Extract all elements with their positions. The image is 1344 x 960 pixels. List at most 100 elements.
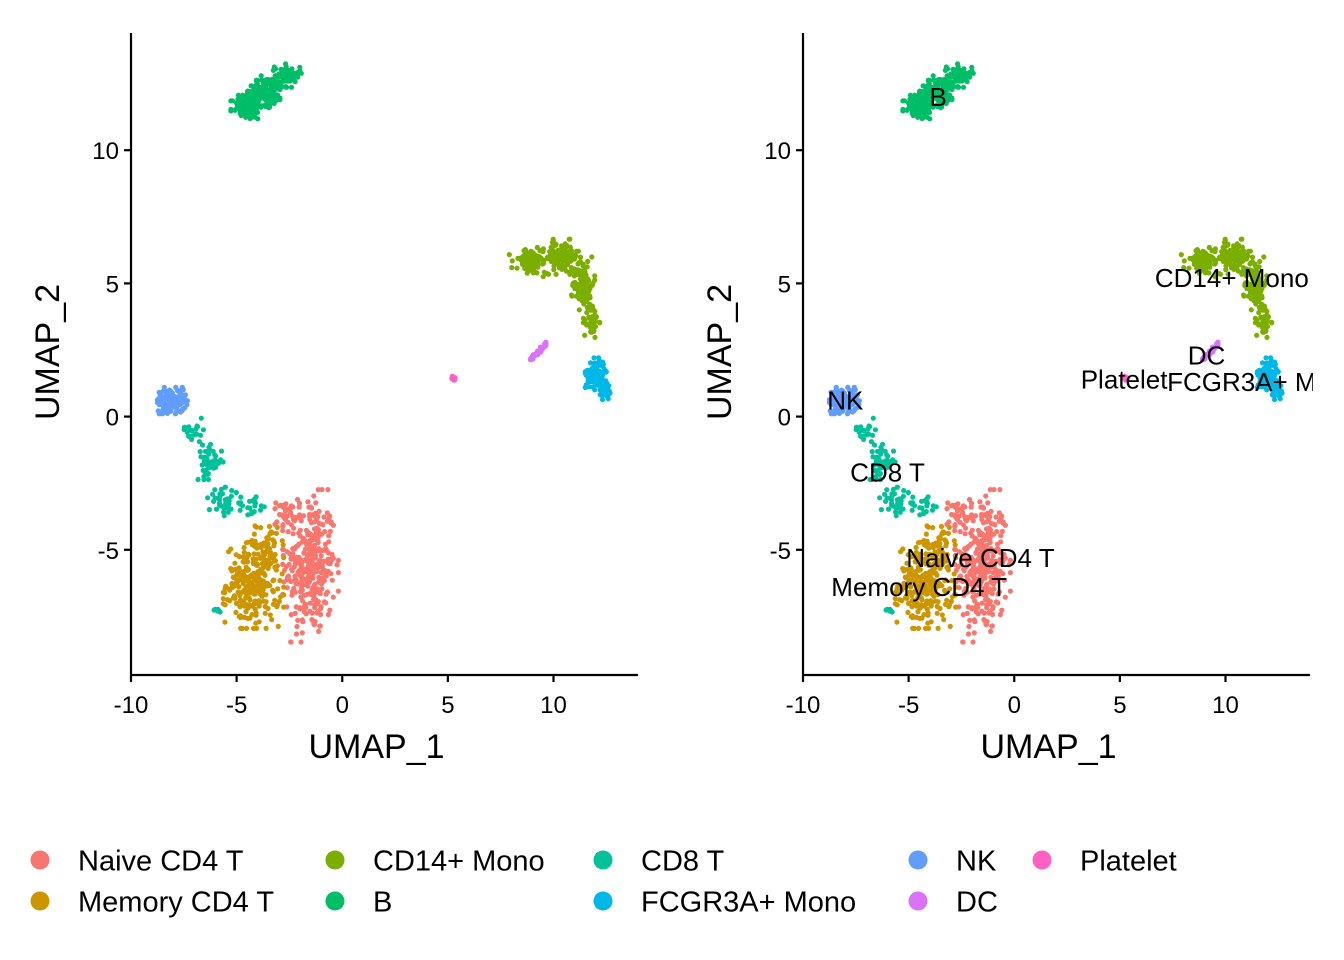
data-point [592,387,598,393]
data-point [290,551,296,557]
data-point [962,504,968,510]
data-point [312,552,318,558]
data-point [218,503,224,509]
data-point [568,292,575,298]
data-point [867,476,873,483]
data-point [180,406,186,412]
data-point [265,564,271,570]
data-point [247,114,253,120]
data-point [234,572,240,578]
data-point [973,536,979,542]
data-point [580,315,587,321]
data-point [912,92,918,98]
data-point [900,108,906,114]
data-point [173,399,179,405]
data-point [279,538,285,544]
data-point [984,605,990,611]
data-point [257,87,263,93]
data-point [321,599,327,605]
data-point [259,561,265,567]
data-point [261,504,267,510]
data-point [870,415,876,421]
data-point [933,504,939,510]
data-point [868,439,875,445]
data-point [915,114,921,120]
data-point [905,600,912,607]
data-point [327,607,333,613]
data-point [955,61,961,67]
data-point [884,495,890,501]
data-point [162,405,168,411]
data-point [955,508,961,514]
data-point [571,280,577,286]
data-point [568,265,575,271]
data-point [932,565,938,571]
data-point [283,501,289,507]
data-point [987,487,993,493]
data-point [306,580,312,586]
data-point [1243,280,1249,286]
data-point [584,367,590,373]
data-point [238,625,244,632]
data-point [276,71,282,77]
legend-item: Naive CD4 T [30,846,244,878]
data-point [290,77,296,83]
data-point [291,516,297,522]
data-point [986,529,993,535]
data-point [308,591,314,597]
data-point [236,567,243,573]
data-point [553,271,559,277]
data-point [256,103,262,109]
data-point [294,496,301,503]
data-point [579,272,585,278]
data-point [567,244,574,250]
data-point [953,604,959,610]
legend-swatch [325,850,345,870]
data-point [921,588,928,594]
data-point [964,610,970,617]
data-point [541,269,547,275]
data-point [297,64,303,70]
data-point [938,560,944,566]
data-point [271,543,277,549]
data-point [253,556,259,562]
y-axis-label: UMAP_2 [29,284,67,420]
data-point [945,567,952,573]
data-point [994,546,1001,552]
data-point [926,625,932,631]
data-point [316,628,322,635]
data-point [227,598,233,604]
data-point [202,455,208,461]
data-point [916,559,922,565]
data-point [216,459,222,465]
data-point [944,506,950,512]
data-point [967,617,973,623]
data-point [315,487,321,493]
data-point [994,541,1001,547]
data-point [993,599,999,605]
data-point [212,495,218,501]
data-point [321,514,327,520]
data-point [952,561,958,568]
data-point [285,574,291,580]
data-point [257,507,264,513]
data-point [264,580,271,587]
data-point [985,500,991,506]
data-point [1256,304,1262,311]
data-point [953,592,959,598]
data-point [925,524,932,530]
data-point [1007,570,1014,576]
data-point [281,555,287,561]
data-point [946,602,953,608]
data-point [288,639,294,645]
data-point [591,355,597,361]
data-point [310,586,316,592]
data-point [989,591,995,597]
data-point [1225,251,1231,257]
data-point [205,476,212,483]
data-point [200,427,206,433]
data-point [878,507,885,513]
data-point [270,601,276,607]
data-point [981,610,987,616]
data-point [319,586,325,592]
